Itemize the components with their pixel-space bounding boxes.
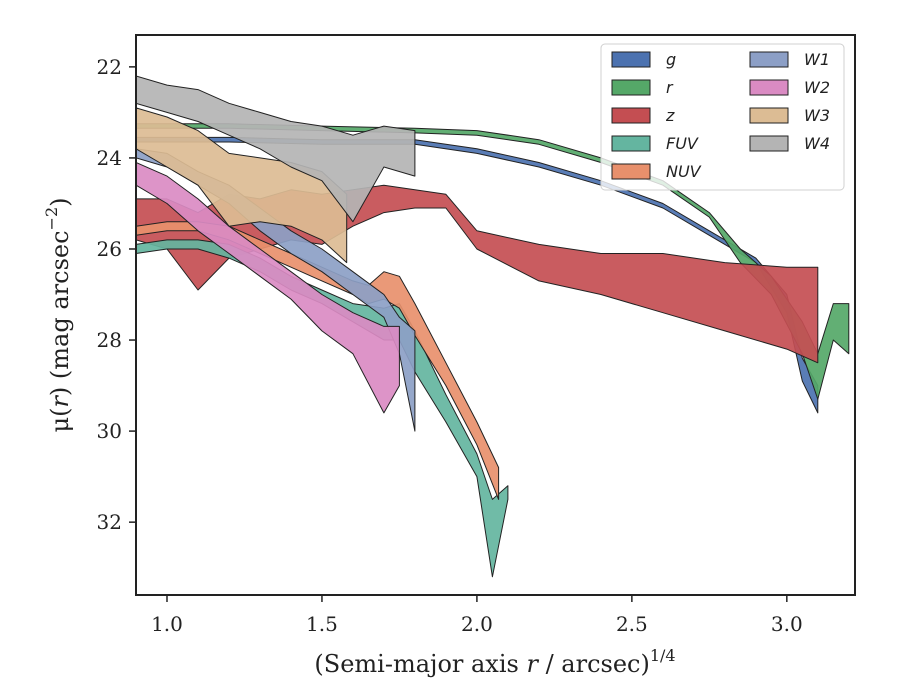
y-axis: 22 24 26 28 30 32	[97, 55, 136, 534]
y-tick-label: 32	[97, 510, 122, 534]
series-band-w4	[136, 75, 416, 223]
legend-label-r: r	[666, 78, 674, 97]
series-band-w2	[136, 162, 400, 414]
x-tick-label: 1.5	[306, 612, 338, 636]
legend-label-w2: W2	[804, 78, 830, 97]
legend-label-z: z	[665, 106, 675, 125]
legend-swatch-nuv	[611, 163, 651, 180]
legend-label-g: g	[666, 50, 676, 69]
x-tick-label: 3.0	[771, 612, 803, 636]
series-band-g	[136, 136, 819, 414]
legend-label-w1: W1	[804, 50, 830, 69]
y-axis-label: μ(r) (mag arcsec−2)	[42, 197, 74, 432]
legend: grz FUV NUV W1 W2 W3 W4	[600, 43, 845, 191]
y-tick-label: 26	[97, 237, 122, 261]
y-tick-label: 28	[97, 328, 122, 352]
legend-label-fuv: FUV	[666, 134, 699, 153]
legend-swatch-r	[611, 79, 651, 96]
plot-frame	[135, 34, 856, 596]
legend-swatch-z	[611, 107, 651, 124]
x-tick-label: 1.0	[151, 612, 183, 636]
y-tick-label: 24	[97, 146, 122, 170]
legend-swatch-g	[611, 51, 651, 68]
series-layer	[136, 75, 850, 578]
series-band-w3	[136, 107, 348, 264]
x-tick-label: 2.5	[616, 612, 648, 636]
x-axis-label: (Semi-major axis r / arcsec)1/4	[314, 646, 675, 678]
x-tick-label: 2.0	[461, 612, 493, 636]
legend-swatch-w2	[749, 79, 789, 96]
legend-label-w3: W3	[804, 106, 830, 125]
y-tick-label: 30	[97, 419, 122, 443]
series-band-fuv	[136, 239, 509, 578]
x-axis: 1.0 1.5 2.0 2.5 3.0	[151, 595, 803, 636]
legend-swatch-w1	[749, 51, 789, 68]
y-tick-label: 22	[97, 55, 122, 79]
series-band-r	[136, 123, 850, 400]
legend-swatch-w4	[749, 135, 789, 152]
legend-label-nuv: NUV	[666, 162, 702, 181]
legend-label-w4: W4	[804, 134, 830, 153]
legend-swatch-w3	[749, 107, 789, 124]
legend-swatch-fuv	[611, 135, 651, 152]
